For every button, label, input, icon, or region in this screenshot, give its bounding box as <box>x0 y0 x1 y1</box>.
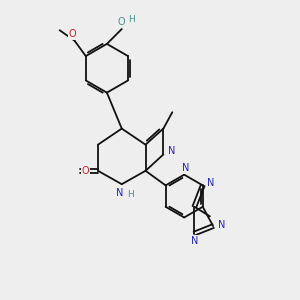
Text: N: N <box>191 236 198 246</box>
Text: N: N <box>218 220 225 230</box>
Text: H: H <box>127 190 134 199</box>
Text: N: N <box>207 178 214 188</box>
Text: N: N <box>168 146 176 157</box>
Text: H: H <box>128 15 135 24</box>
Text: O: O <box>82 166 89 176</box>
Text: O: O <box>69 29 76 39</box>
Text: N: N <box>116 188 123 197</box>
Text: N: N <box>182 163 189 173</box>
Text: O: O <box>118 17 126 28</box>
